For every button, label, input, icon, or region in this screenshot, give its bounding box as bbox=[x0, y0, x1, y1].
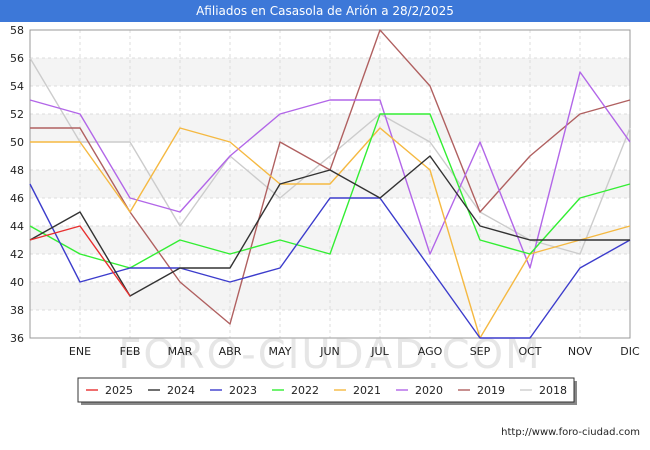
x-tick-label: ENE bbox=[69, 345, 91, 358]
legend-label-2020: 2020 bbox=[415, 384, 443, 397]
y-tick-label: 52 bbox=[10, 108, 24, 121]
x-tick-label: JUL bbox=[370, 345, 389, 358]
y-tick-label: 38 bbox=[10, 304, 24, 317]
y-tick-label: 42 bbox=[10, 248, 24, 261]
legend-label-2022: 2022 bbox=[291, 384, 319, 397]
legend bbox=[77, 377, 575, 403]
x-tick-label: ABR bbox=[219, 345, 242, 358]
series-line-2020 bbox=[29, 71, 631, 269]
x-tick-label: FEB bbox=[120, 345, 141, 358]
y-tick-label: 50 bbox=[10, 136, 24, 149]
legend-label-2018: 2018 bbox=[539, 384, 567, 397]
chart-title: Afiliados en Casasola de Arión a 28/2/20… bbox=[0, 0, 650, 22]
x-tick-label: SEP bbox=[470, 345, 491, 358]
x-tick-label: JUN bbox=[319, 345, 340, 358]
y-tick-label: 56 bbox=[10, 52, 24, 65]
x-tick-label: DIC bbox=[620, 345, 640, 358]
y-tick-label: 46 bbox=[10, 192, 24, 205]
legend-label-2021: 2021 bbox=[353, 384, 381, 397]
x-tick-label: MAR bbox=[168, 345, 193, 358]
source-link[interactable]: http://www.foro-ciudad.com bbox=[501, 427, 640, 438]
y-tick-label: 36 bbox=[10, 332, 24, 345]
series-line-2023 bbox=[29, 183, 631, 339]
series-line-2025 bbox=[29, 225, 131, 297]
x-tick-label: NOV bbox=[568, 345, 593, 358]
y-tick-label: 54 bbox=[10, 80, 24, 93]
watermark: FORO-CIUDAD.COM bbox=[118, 332, 541, 378]
x-tick-label: AGO bbox=[418, 345, 443, 358]
x-tick-label: MAY bbox=[269, 345, 292, 358]
legend-label-2019: 2019 bbox=[477, 384, 505, 397]
y-tick-label: 40 bbox=[10, 276, 24, 289]
x-tick-label: OCT bbox=[518, 345, 541, 358]
legend-label-2025: 2025 bbox=[105, 384, 133, 397]
y-tick-label: 48 bbox=[10, 164, 24, 177]
y-tick-label: 44 bbox=[10, 220, 24, 233]
y-tick-label: 58 bbox=[10, 24, 24, 37]
legend-label-2024: 2024 bbox=[167, 384, 195, 397]
legend-label-2023: 2023 bbox=[229, 384, 257, 397]
